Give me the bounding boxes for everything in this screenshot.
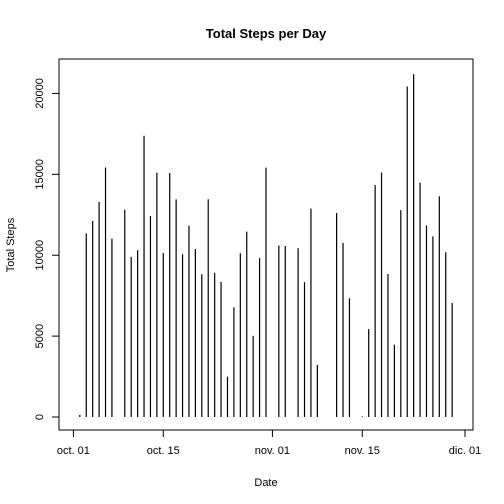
x-tick-label: nov. 15 — [345, 445, 380, 457]
y-tick-label: 10000 — [34, 240, 46, 271]
y-tick-label: 5000 — [34, 324, 46, 348]
y-tick-label: 20000 — [34, 78, 46, 109]
x-tick-label: nov. 01 — [255, 445, 290, 457]
y-tick-label: 0 — [34, 414, 46, 420]
x-axis-label: Date — [254, 477, 277, 489]
x-tick-label: oct. 15 — [147, 445, 180, 457]
y-axis: 0 5000 10000 15000 20000 — [34, 78, 60, 420]
y-tick-label: 15000 — [34, 159, 46, 190]
x-axis: oct. 01 oct. 15 nov. 01 nov. 15 dic. 01 — [57, 429, 481, 457]
y-axis-label: Total Steps — [5, 217, 17, 272]
x-tick-label: oct. 01 — [57, 445, 90, 457]
x-tick-label: dic. 01 — [449, 445, 481, 457]
chart-title: Total Steps per Day — [206, 26, 327, 41]
bars-group — [79, 74, 453, 417]
